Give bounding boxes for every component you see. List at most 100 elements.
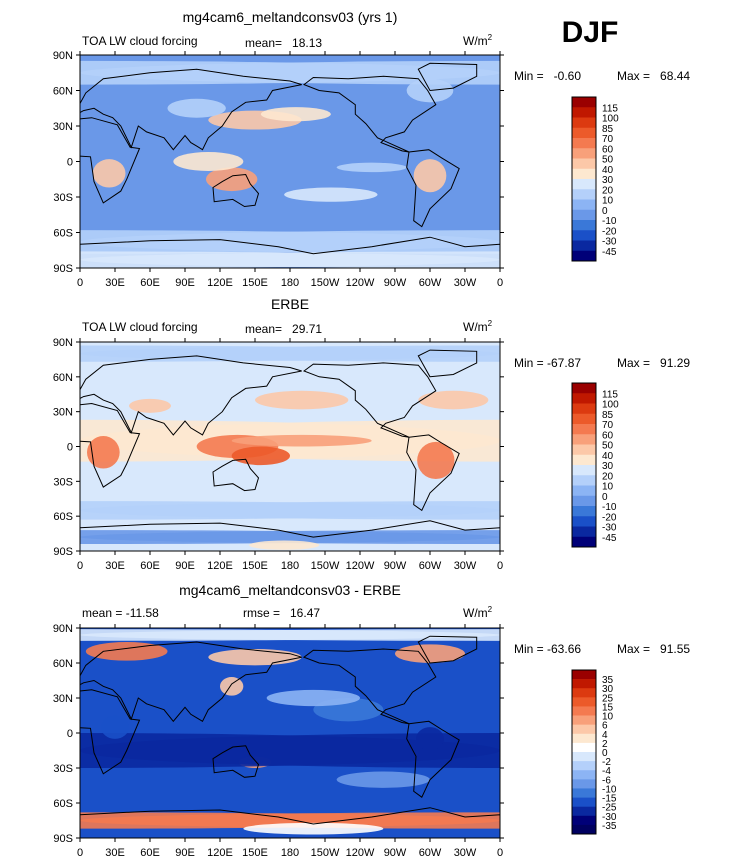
colorbar-box [572, 424, 596, 435]
coastline [302, 75, 437, 153]
y-tick-label: 60S [53, 511, 73, 523]
panel-min: Min = -0.60 [514, 69, 581, 83]
panel-max: Max = 91.29 [617, 356, 690, 370]
coastline [80, 68, 302, 151]
x-tick-label: 30W [454, 277, 477, 289]
units-sup: 2 [488, 605, 493, 614]
x-tick-label: 60W [419, 277, 442, 289]
panel-left-label: mean = -11.58 [82, 606, 159, 620]
x-tick-label: 150W [311, 560, 340, 572]
y-tick-label: 30S [53, 192, 73, 204]
x-tick-label: 120E [207, 277, 233, 289]
colorbar-box [572, 475, 596, 486]
x-tick-label: 30W [454, 560, 477, 572]
colorbar-label: -25 [602, 803, 617, 814]
colorbar-box [572, 779, 596, 789]
coastline [406, 149, 460, 228]
colorbar-label: 10 [602, 196, 614, 207]
colorbar-label: 20 [602, 185, 614, 196]
colorbar-box [572, 485, 596, 497]
map-field-region [167, 98, 226, 118]
x-tick-label: 150W [311, 847, 340, 859]
colorbar-box [572, 148, 596, 159]
y-tick-label: 90N [53, 337, 73, 349]
colorbar-box [572, 670, 596, 680]
colorbar-label: 85 [602, 124, 614, 135]
colorbar-label: 30 [602, 684, 614, 695]
map-field-region [284, 187, 378, 202]
coastline [80, 236, 500, 268]
x-tick-label: 30W [454, 847, 477, 859]
colorbar-box [572, 209, 596, 221]
units-main: W/m [463, 34, 488, 48]
units-main: W/m [463, 320, 488, 334]
colorbar-box [572, 127, 596, 139]
colorbar-label: -10 [602, 216, 617, 227]
map-field-region [80, 251, 500, 268]
coastline [212, 458, 260, 492]
colorbar-label: -45 [602, 247, 617, 258]
panel-min: Min = -67.87 [514, 356, 581, 370]
colorbar-frame [571, 382, 597, 548]
map-field-region [80, 530, 500, 545]
y-tick-label: 90S [53, 546, 73, 558]
colorbar-label: 50 [602, 441, 614, 452]
map-field-region [150, 373, 244, 392]
map-field-region [85, 642, 168, 661]
coastline [302, 362, 437, 438]
colorbar-label: -4 [602, 766, 611, 777]
map-field-region [417, 441, 455, 480]
map-field-region [80, 345, 500, 362]
x-tick-label: 150E [242, 847, 268, 859]
colorbar-label: 70 [602, 420, 614, 431]
map-field-region [266, 689, 361, 707]
map-panel-1: 0 30E 60E 90E 120E 150E 180 150W 120W 90W 60W 30W 09… [53, 337, 619, 572]
x-tick-label: 180 [281, 847, 299, 859]
colorbar-frame [571, 669, 597, 835]
x-tick-label: 0 [497, 560, 503, 572]
y-tick-label: 90S [53, 833, 73, 845]
colorbar-label: -20 [602, 226, 617, 237]
colorbar-box [572, 761, 596, 771]
units-main: W/m [463, 606, 488, 620]
units-sup: 2 [488, 319, 493, 328]
coastline [417, 635, 478, 664]
colorbar-box [572, 526, 596, 538]
x-tick-label: 90W [384, 560, 407, 572]
panel-title: mg4cam6_meltandconsv03 - ERBE [179, 582, 401, 598]
x-tick-label: 60E [140, 847, 160, 859]
map-field-region [87, 436, 120, 469]
y-tick-label: 90N [53, 623, 73, 635]
panel-difference: mg4cam6_meltandconsv03 - ERBE mean = -11… [82, 582, 690, 656]
colorbar-label: -10 [602, 784, 617, 795]
colorbar-label: 4 [602, 730, 608, 741]
colorbar-box [572, 516, 596, 527]
map-field [80, 342, 500, 551]
coastline [80, 117, 141, 204]
colorbar-box [572, 824, 596, 835]
x-tick-label: 120W [346, 560, 375, 572]
panel-observation: ERBE TOA LW cloud forcing mean= 29.71 W/… [82, 296, 690, 370]
map-field-region [231, 434, 372, 447]
colorbar-box [572, 724, 596, 735]
colorbar-label: 115 [602, 389, 618, 400]
colorbar-label: 40 [602, 165, 614, 176]
colorbar-box [572, 138, 596, 149]
colorbar-label: -45 [602, 533, 617, 544]
colorbar-label: 115 [602, 103, 618, 114]
map-panel-0: 0 30E 60E 90E 120E 150E 180 150W 120W 90W 60W 30W 09… [53, 50, 619, 289]
map-field-region [80, 60, 500, 85]
map-field-region [208, 649, 302, 666]
x-tick-label: 120E [207, 560, 233, 572]
x-tick-label: 150W [311, 277, 340, 289]
y-tick-label: 90N [53, 50, 73, 62]
map-field-region [249, 540, 320, 550]
coastline [212, 745, 260, 778]
coastline [80, 641, 302, 723]
colorbar-label: 0 [602, 206, 608, 217]
colorbar-box [572, 179, 596, 190]
map-field-region [336, 771, 431, 788]
y-tick-label: 0 [67, 442, 73, 454]
colorbar-box [572, 158, 596, 170]
